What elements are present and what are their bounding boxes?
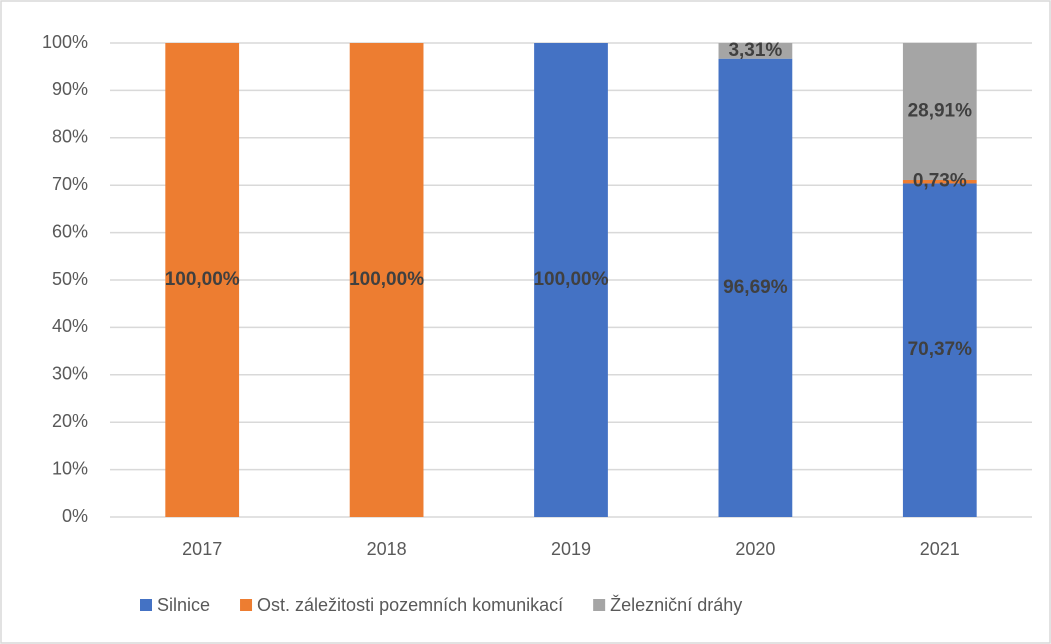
y-tick-label: 0%: [62, 506, 88, 526]
bar-segment: [349, 43, 424, 517]
data-label: 0,73%: [913, 171, 967, 192]
legend-swatch: [240, 599, 253, 611]
bar-segment: [902, 42, 977, 180]
x-tick-label: 2021: [920, 539, 960, 559]
bar-segment: [902, 183, 977, 517]
y-tick-label: 60%: [52, 221, 88, 241]
data-label: 3,31%: [728, 40, 782, 61]
y-tick-label: 40%: [52, 316, 88, 336]
legend-label: Ost. záležitosti pozemních komunikací: [257, 595, 563, 615]
y-tick-label: 80%: [52, 127, 88, 147]
y-tick-label: 20%: [52, 411, 88, 431]
y-tick-label: 10%: [52, 458, 88, 478]
data-label: 28,91%: [908, 100, 973, 121]
legend-swatch: [593, 599, 606, 611]
y-tick-label: 50%: [52, 269, 88, 289]
bar-segment: [165, 43, 240, 517]
x-tick-label: 2020: [735, 539, 775, 559]
data-label: 96,69%: [723, 277, 788, 298]
y-tick-label: 100%: [42, 32, 88, 52]
data-label: 100,00%: [165, 269, 240, 290]
bar-segment: [718, 43, 793, 59]
data-label: 70,37%: [908, 339, 973, 360]
x-tick-label: 2019: [551, 539, 591, 559]
legend-swatch: [140, 599, 152, 611]
x-tick-label: 2017: [182, 539, 222, 559]
bar-segment: [902, 179, 977, 184]
bar-segment: [718, 58, 793, 518]
data-label: 100,00%: [349, 269, 424, 290]
x-tick-label: 2018: [367, 539, 407, 559]
y-tick-label: 30%: [52, 364, 88, 384]
data-label: 100,00%: [533, 269, 608, 290]
legend-label: Silnice: [157, 595, 210, 615]
y-tick-label: 90%: [52, 79, 88, 99]
legend-label: Železniční dráhy: [610, 595, 742, 615]
bar-segment: [534, 43, 608, 517]
y-tick-label: 70%: [52, 174, 88, 194]
